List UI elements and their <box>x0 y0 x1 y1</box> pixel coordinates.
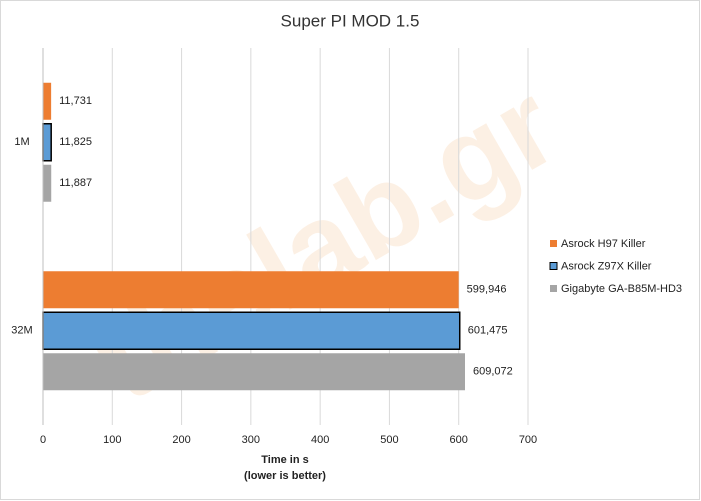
x-tick-label: 400 <box>311 434 329 446</box>
bar <box>42 123 52 162</box>
value-label: 11,825 <box>59 136 92 148</box>
value-label: 11,887 <box>59 177 92 189</box>
x-tick-label: 500 <box>380 434 398 446</box>
legend-swatch <box>549 262 558 270</box>
y-tick-label: 32M <box>11 325 32 337</box>
bar <box>43 82 52 120</box>
legend-label: Gigabyte GA-B85M-HD3 <box>561 283 682 295</box>
legend-label: Asrock Z97X Killer <box>561 260 652 272</box>
value-label: 601,475 <box>468 325 508 337</box>
legend-swatch <box>550 240 557 247</box>
bar <box>43 353 465 391</box>
legend-swatch <box>550 285 557 292</box>
x-tick-label: 600 <box>450 434 468 446</box>
bar <box>42 311 461 350</box>
x-tick-label: 100 <box>103 434 121 446</box>
x-axis-title: (lower is better) <box>244 470 326 482</box>
chart-title: Super PI MOD 1.5 <box>281 11 420 30</box>
bar <box>43 271 459 309</box>
legend-label: Asrock H97 Killer <box>561 238 646 250</box>
value-label: 609,072 <box>473 366 513 378</box>
x-axis-title: Time in s <box>261 454 308 466</box>
x-tick-label: 200 <box>172 434 190 446</box>
x-tick-label: 300 <box>242 434 260 446</box>
x-tick-label: 700 <box>519 434 537 446</box>
bar <box>43 164 52 202</box>
value-label: 11,731 <box>59 95 92 107</box>
y-tick-label: 1M <box>14 136 29 148</box>
x-tick-label: 0 <box>40 434 46 446</box>
value-label: 599,946 <box>467 284 507 296</box>
